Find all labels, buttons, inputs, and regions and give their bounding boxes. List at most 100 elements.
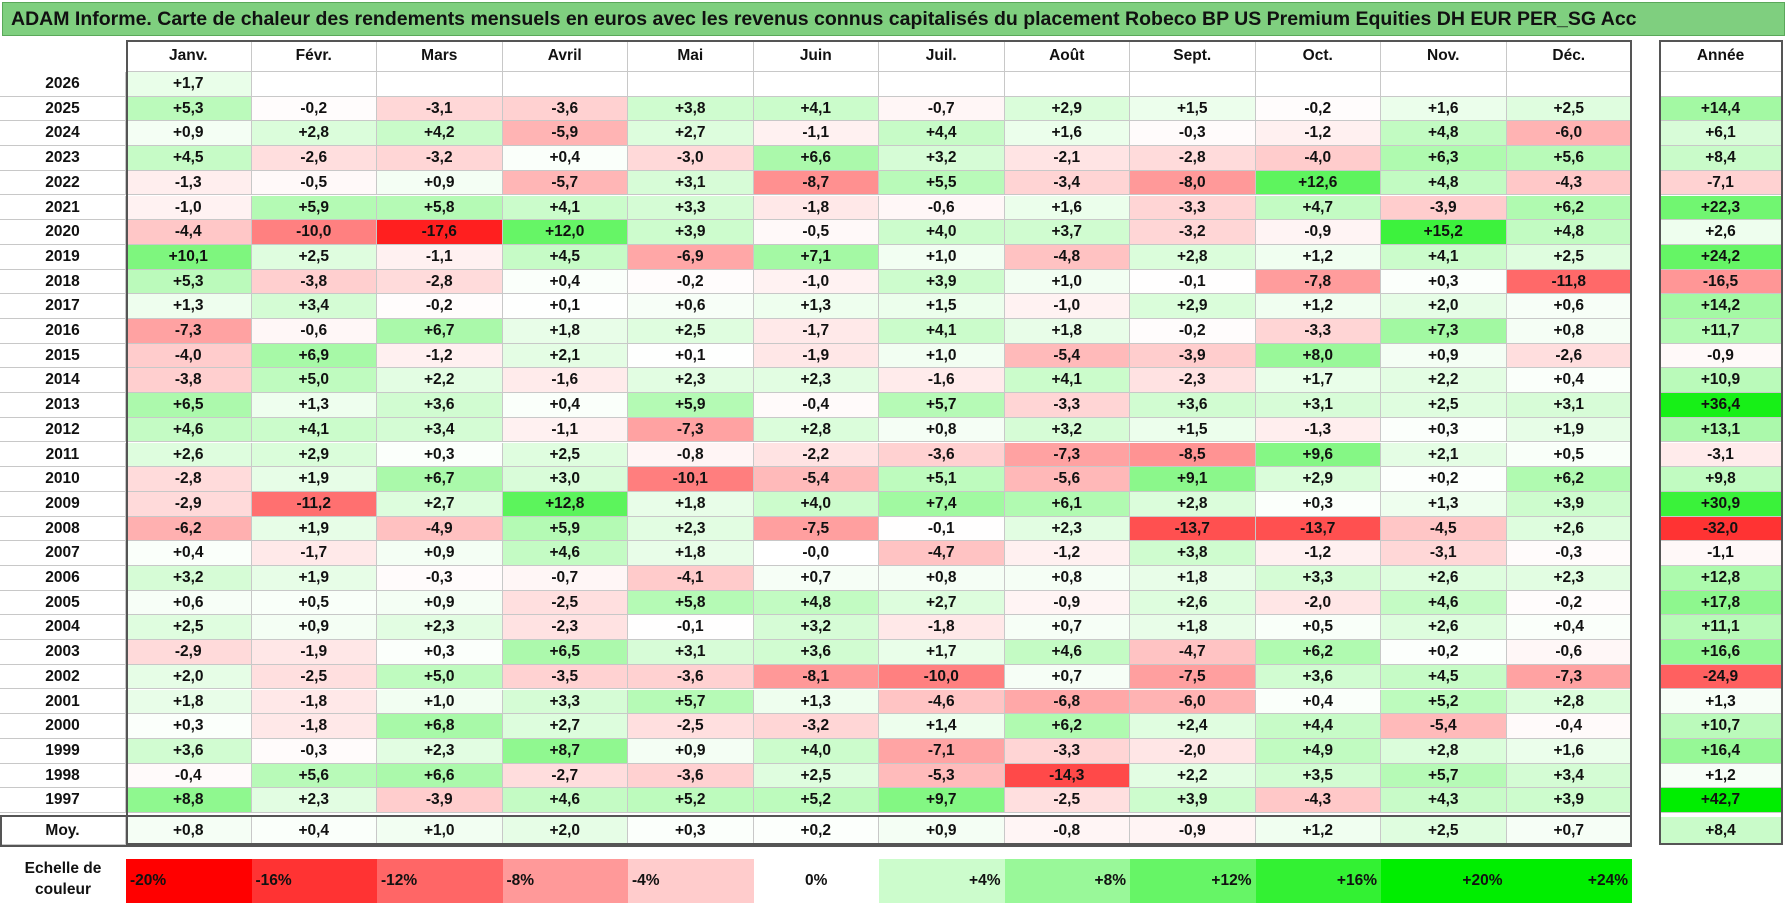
heatmap-cell: +2,8	[251, 121, 377, 147]
heatmap-cell: +2,2	[1130, 763, 1256, 789]
heatmap-cell: +3,6	[1130, 393, 1256, 418]
heatmap-cell: -1,1	[753, 121, 879, 147]
heatmap-cell: +12,6	[1255, 170, 1381, 196]
month-header: Janv.	[126, 40, 252, 72]
heatmap-cell: +6,2	[1255, 640, 1381, 665]
heatmap-cell: -0,5	[753, 220, 879, 245]
heatmap-cell: +2,1	[502, 343, 628, 369]
heatmap-cell: -4,4	[126, 220, 252, 245]
heatmap-cell: +2,5	[502, 442, 628, 468]
heatmap-cell: +4,1	[251, 417, 377, 443]
heatmap-cell	[753, 72, 879, 97]
heatmap-cell: -2,0	[1130, 738, 1256, 764]
heatmap-cell: -3,6	[502, 96, 628, 122]
heatmap-cell: -1,2	[377, 343, 503, 369]
heatmap-cell: +5,8	[628, 590, 754, 616]
year-label: 2024	[0, 121, 126, 147]
heatmap-cell: -4,7	[1130, 640, 1256, 665]
heatmap-cell: -0,2	[377, 294, 503, 319]
heatmap-cell: +0,9	[628, 738, 754, 764]
color-scale-swatch: -16%	[251, 859, 377, 903]
heatmap-cell: +1,0	[1004, 269, 1130, 295]
heatmap-cell: +0,4	[502, 393, 628, 418]
heatmap-cell: -0,2	[1506, 590, 1632, 616]
heatmap-cell: +5,3	[126, 269, 252, 295]
heatmap-cell: -6,9	[628, 244, 754, 270]
heatmap-cell: +1,8	[502, 319, 628, 344]
heatmap-cell: -1,0	[753, 269, 879, 295]
annual-cell: +1,2	[1659, 763, 1783, 789]
heatmap-cell: +0,8	[1506, 319, 1632, 344]
heatmap-cell: +3,2	[126, 566, 252, 591]
annual-cell: +10,9	[1659, 368, 1783, 394]
heatmap-cell: -3,9	[377, 788, 503, 813]
color-scale-swatch: +20%	[1381, 859, 1507, 903]
heatmap-cell: +4,1	[1381, 244, 1507, 270]
heatmap-cell	[251, 72, 377, 97]
heatmap-cell: +2,5	[628, 319, 754, 344]
color-scale-label: Echelle de couleur	[24, 860, 102, 898]
average-cell: +0,3	[628, 817, 754, 845]
heatmap-cell: +3,3	[628, 195, 754, 221]
heatmap-cell: +8,8	[126, 788, 252, 813]
annual-cell: +9,8	[1659, 467, 1783, 492]
average-cell: +0,4	[251, 817, 377, 845]
year-label: 2010	[0, 467, 126, 492]
heatmap-cell: +3,2	[753, 615, 879, 641]
year-label: 2004	[0, 615, 126, 641]
heatmap-cell: -5,4	[1004, 343, 1130, 369]
heatmap-cell: +1,0	[377, 689, 503, 715]
annual-cell: +6,1	[1659, 121, 1783, 147]
heatmap-cell: -0,4	[126, 763, 252, 789]
heatmap-cell: -1,9	[251, 640, 377, 665]
heatmap-cell: +3,6	[753, 640, 879, 665]
heatmap-cell: +5,6	[1506, 146, 1632, 171]
heatmap-cell: +2,5	[1506, 244, 1632, 270]
heatmap-cell: -0,7	[879, 96, 1005, 122]
heatmap-cell: +6,8	[377, 714, 503, 739]
heatmap-cell: -0,1	[1130, 269, 1256, 295]
heatmap-cell: +6,6	[377, 763, 503, 789]
annual-cell: +24,2	[1659, 244, 1783, 270]
average-cell: +0,9	[879, 817, 1005, 845]
month-header: Mai	[628, 40, 754, 72]
heatmap-cell: +6,3	[1381, 146, 1507, 171]
heatmap-cell: +2,2	[377, 368, 503, 394]
heatmap-cell	[1381, 72, 1507, 97]
heatmap-cell: -5,9	[502, 121, 628, 147]
heatmap-cell: +2,5	[1506, 96, 1632, 122]
heatmap-cell: +1,8	[628, 541, 754, 566]
annual-cell: +36,4	[1659, 393, 1783, 418]
heatmap-cell: +2,2	[1381, 368, 1507, 394]
heatmap-cell: +3,9	[1506, 491, 1632, 517]
year-label: 2020	[0, 220, 126, 245]
heatmap-cell: +7,1	[753, 244, 879, 270]
heatmap-cell: +1,3	[126, 294, 252, 319]
heatmap-cell: +1,2	[1255, 244, 1381, 270]
heatmap-cell: +5,7	[628, 689, 754, 715]
heatmap-cell: -2,8	[1130, 146, 1256, 171]
heatmap-cell: +5,9	[502, 516, 628, 542]
heatmap-cell: +4,8	[1381, 170, 1507, 196]
heatmap-cell: -0,3	[1130, 121, 1256, 147]
annual-cell: +30,9	[1659, 491, 1783, 517]
heatmap-cell: +1,3	[1381, 491, 1507, 517]
heatmap-cell: -2,0	[1255, 590, 1381, 616]
heatmap-cell: +3,9	[1506, 788, 1632, 813]
heatmap-cell: +3,9	[628, 220, 754, 245]
heatmap-cell: +0,3	[377, 442, 503, 468]
heatmap-cell: +4,4	[1255, 714, 1381, 739]
annual-cell: +2,6	[1659, 220, 1783, 245]
heatmap-cell: -3,6	[628, 664, 754, 690]
heatmap-cell: +3,8	[628, 96, 754, 122]
heatmap-cell: +0,6	[1506, 294, 1632, 319]
heatmap-cell: -1,1	[377, 244, 503, 270]
heatmap-cell: -0,2	[1130, 319, 1256, 344]
heatmap-cell: +0,2	[1381, 640, 1507, 665]
heatmap-cell: -3,6	[628, 763, 754, 789]
heatmap-cell: +3,2	[1004, 417, 1130, 443]
heatmap-cell: +2,7	[628, 121, 754, 147]
heatmap-cell: +0,9	[1381, 343, 1507, 369]
heatmap-cell: +12,0	[502, 220, 628, 245]
heatmap-cell: +6,5	[126, 393, 252, 418]
